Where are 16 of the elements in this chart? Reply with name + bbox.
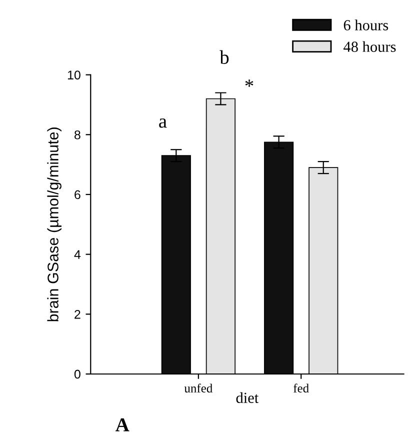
text: b [220,50,229,64]
y-tick-label: 4 [74,250,81,259]
y-tick-label: 8 [74,130,80,140]
y-tick-label: 6 [74,190,80,200]
y-axis-title: brain GSase (µmol/g/minute) [47,128,62,322]
annotation: a [159,118,167,128]
y-tick-label: 2 [74,310,80,319]
x-axis-title: diet [236,392,259,404]
legend-label: 48 hours [344,41,396,52]
y-tick-label: 0 [74,370,80,379]
x-tick-label: fed [294,384,309,393]
text: A [116,418,130,432]
y-tick-label: 10 [68,70,80,80]
annotation: * [245,80,254,87]
legend-label: 6 hours [344,20,388,30]
x-tick-label: unfed [184,384,213,393]
